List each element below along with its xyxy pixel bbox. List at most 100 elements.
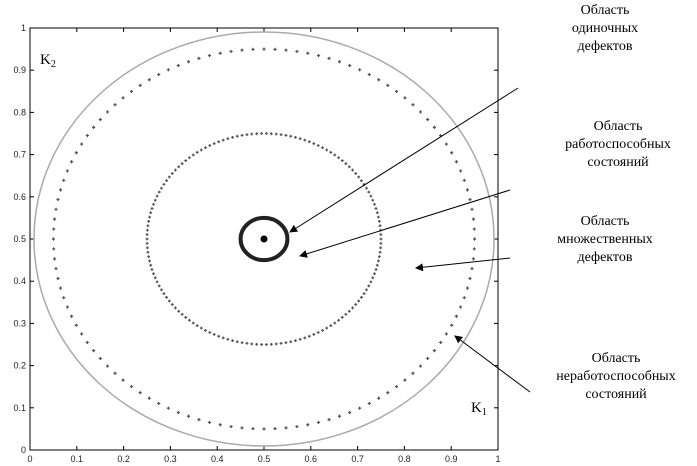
ring-marker xyxy=(312,333,316,336)
ring-marker xyxy=(439,340,443,345)
ring-marker xyxy=(255,132,259,136)
ring-marker xyxy=(147,78,151,82)
ring-marker xyxy=(208,144,212,147)
ring-marker xyxy=(160,186,163,190)
ring-marker xyxy=(191,321,195,325)
ring-marker xyxy=(92,125,96,129)
ring-marker xyxy=(113,371,117,375)
ring-marker xyxy=(265,343,268,346)
ring-marker xyxy=(145,233,149,236)
ring-marker xyxy=(450,151,454,155)
y-tick-label: 0.1 xyxy=(13,403,26,413)
ring-marker xyxy=(365,288,368,292)
ring-marker xyxy=(52,247,56,251)
ring-marker xyxy=(348,410,352,415)
ring-marker xyxy=(217,334,221,338)
ring-marker xyxy=(371,198,375,202)
ring-marker xyxy=(337,60,342,64)
ring-marker xyxy=(379,242,383,245)
ring-marker xyxy=(235,340,239,344)
ring-marker xyxy=(444,332,448,336)
ring-marker xyxy=(155,280,159,284)
ring-marker xyxy=(251,427,255,431)
ring-marker xyxy=(365,186,368,190)
ring-marker xyxy=(327,418,331,422)
ring-marker xyxy=(51,237,55,241)
ring-marker xyxy=(52,257,57,261)
ring-marker xyxy=(374,207,378,210)
ring-marker xyxy=(432,349,436,353)
ring-marker xyxy=(229,49,233,54)
ring-marker xyxy=(162,292,166,296)
ring-marker xyxy=(146,228,149,232)
ring-marker xyxy=(379,237,383,241)
ring-marker xyxy=(307,140,311,144)
ring-marker xyxy=(226,137,230,141)
ring-marker xyxy=(240,426,244,430)
ring-marker xyxy=(250,132,254,136)
ring-marker xyxy=(56,197,60,202)
ring-marker xyxy=(357,175,361,179)
ring-marker xyxy=(235,134,239,138)
ring-marker xyxy=(468,197,472,202)
ring-marker xyxy=(165,179,168,183)
ring-marker xyxy=(245,133,249,137)
y-tick-label: 0.2 xyxy=(13,361,26,371)
ring-marker xyxy=(152,202,155,206)
ring-marker xyxy=(54,267,58,271)
ring-marker xyxy=(369,280,373,284)
center-point xyxy=(260,235,268,243)
ring-marker xyxy=(472,227,476,231)
x-tick-label: 0.5 xyxy=(258,454,271,464)
ring-marker xyxy=(337,318,340,322)
ring-marker xyxy=(70,314,74,318)
ring-marker xyxy=(174,168,177,172)
ring-marker xyxy=(340,316,344,319)
y-tick-label: 1 xyxy=(21,23,26,33)
ring-marker xyxy=(418,110,423,114)
x-tick-label: 1 xyxy=(495,454,500,464)
y-tick-label: 0.8 xyxy=(13,107,26,117)
k1-label: K1 xyxy=(471,400,487,418)
ring-marker xyxy=(74,323,78,327)
ring-marker xyxy=(240,133,244,137)
ring-marker xyxy=(418,364,423,368)
annotation-multiple-defects: Область множественных дефектов xyxy=(557,214,653,265)
ring-marker xyxy=(279,341,283,345)
y-tick-label: 0.4 xyxy=(13,276,26,286)
ring-marker xyxy=(377,78,381,82)
ring-marker xyxy=(459,169,463,173)
ring-marker xyxy=(269,342,273,346)
boundary-circle xyxy=(33,31,495,447)
ring-marker xyxy=(462,178,466,182)
ring-marker xyxy=(147,255,151,258)
x-tick-label: 0.4 xyxy=(211,454,224,464)
ring-marker xyxy=(184,159,188,162)
ring-marker xyxy=(92,349,96,353)
ring-marker xyxy=(316,331,320,334)
ring-marker xyxy=(186,414,191,418)
ring-marker xyxy=(56,276,60,281)
ring-marker xyxy=(371,276,375,280)
ring-marker xyxy=(146,250,150,254)
ring-marker xyxy=(85,340,89,345)
ring-marker xyxy=(138,391,142,395)
ring-marker xyxy=(80,332,84,336)
ring-marker xyxy=(374,268,378,271)
x-tick-label: 0.2 xyxy=(117,454,130,464)
x-tick-label: 0 xyxy=(27,454,32,464)
x-tick-label: 0.9 xyxy=(445,454,458,464)
ring-marker xyxy=(316,53,321,58)
ring-marker xyxy=(465,286,470,290)
ring-marker xyxy=(360,179,363,183)
ring-marker xyxy=(333,153,337,157)
ring-marker xyxy=(105,364,110,368)
ring-marker xyxy=(284,133,288,137)
ring-marker xyxy=(58,286,63,290)
ring-marker xyxy=(386,83,390,87)
ring-marker xyxy=(160,288,163,292)
ring-marker xyxy=(321,328,324,332)
ring-marker xyxy=(197,418,201,422)
ring-marker xyxy=(150,268,154,271)
ring-marker xyxy=(166,68,170,72)
